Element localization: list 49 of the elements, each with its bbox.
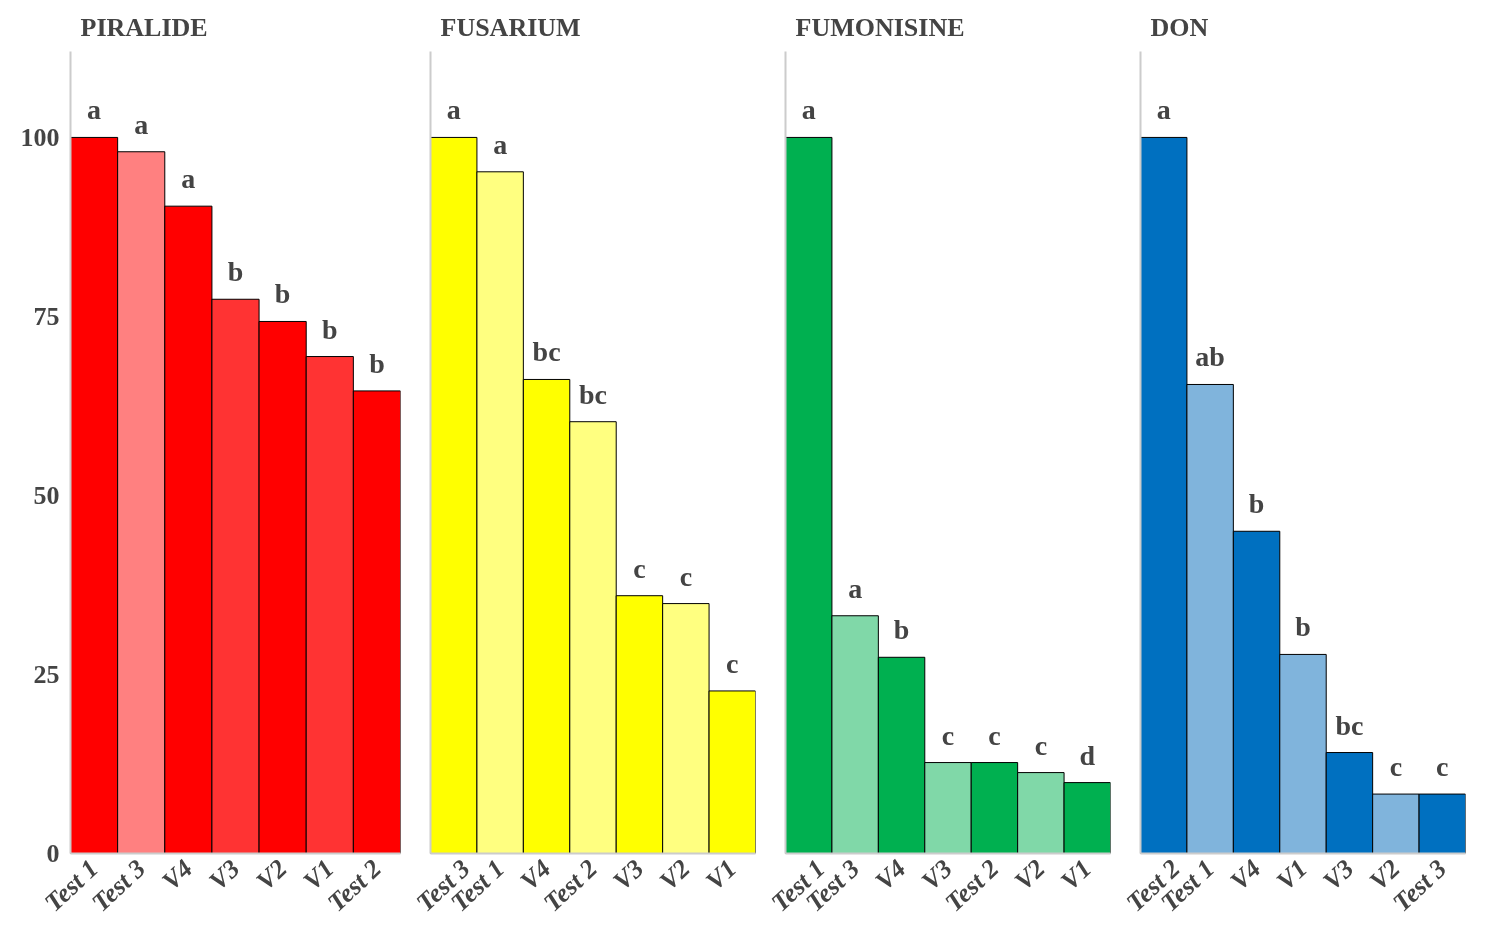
chart-title: PIRALIDE <box>80 12 208 42</box>
annotation: b <box>227 256 244 288</box>
chart-title: FUSARIUM <box>440 12 581 42</box>
y-tick-label: 50 <box>33 480 60 510</box>
annotation: c <box>633 552 646 584</box>
x-tick-label: V4 <box>1224 853 1267 896</box>
x-tick-label: V3 <box>1317 853 1360 896</box>
annotation: bc <box>579 378 607 410</box>
x-tick-label: V2 <box>250 853 293 896</box>
annotation: b <box>369 347 385 379</box>
annotation: c <box>679 560 693 592</box>
annotation: a <box>1156 94 1171 126</box>
y-tick-label: 75 <box>33 301 60 331</box>
y-tick-label: 0 <box>46 839 60 868</box>
annotation: c <box>1436 751 1449 783</box>
x-tick-label: V2 <box>653 853 696 896</box>
y-tick-label: 25 <box>33 659 60 689</box>
annotation: b <box>322 313 338 345</box>
annotation: c <box>1034 729 1048 761</box>
annotation: a <box>493 128 508 160</box>
annotation: b <box>274 278 291 310</box>
annotation: bc <box>532 336 561 368</box>
x-tick-label: V3 <box>607 853 650 896</box>
x-tick-label: V4 <box>156 853 199 896</box>
annotation: c <box>941 719 955 751</box>
annotation: c <box>988 719 1001 751</box>
annotation: c <box>726 647 739 679</box>
annotation: a <box>848 572 863 604</box>
x-tick-label: V3 <box>203 853 246 896</box>
annotation: d <box>1079 739 1096 771</box>
annotation: bc <box>1335 709 1364 741</box>
x-tick-label: V1 <box>1055 853 1098 896</box>
annotation: a <box>446 94 461 126</box>
annotation: c <box>1389 751 1403 783</box>
annotation: b <box>1295 611 1311 643</box>
x-tick-label: V1 <box>700 853 743 896</box>
annotation: a <box>181 163 196 195</box>
x-tick-label: V2 <box>1008 853 1051 896</box>
annotation: a <box>801 94 816 126</box>
chart-title: FUMONISINE <box>795 12 965 42</box>
x-tick-label: V1 <box>1270 853 1313 896</box>
annotation: ab <box>1195 341 1225 373</box>
annotation: a <box>87 94 102 126</box>
x-tick-label: V4 <box>869 853 912 896</box>
annotation: a <box>134 108 149 140</box>
chart-title: DON <box>1150 12 1209 42</box>
annotation: b <box>893 614 910 646</box>
y-tick-label: 100 <box>20 122 60 152</box>
annotation: b <box>1248 488 1265 520</box>
